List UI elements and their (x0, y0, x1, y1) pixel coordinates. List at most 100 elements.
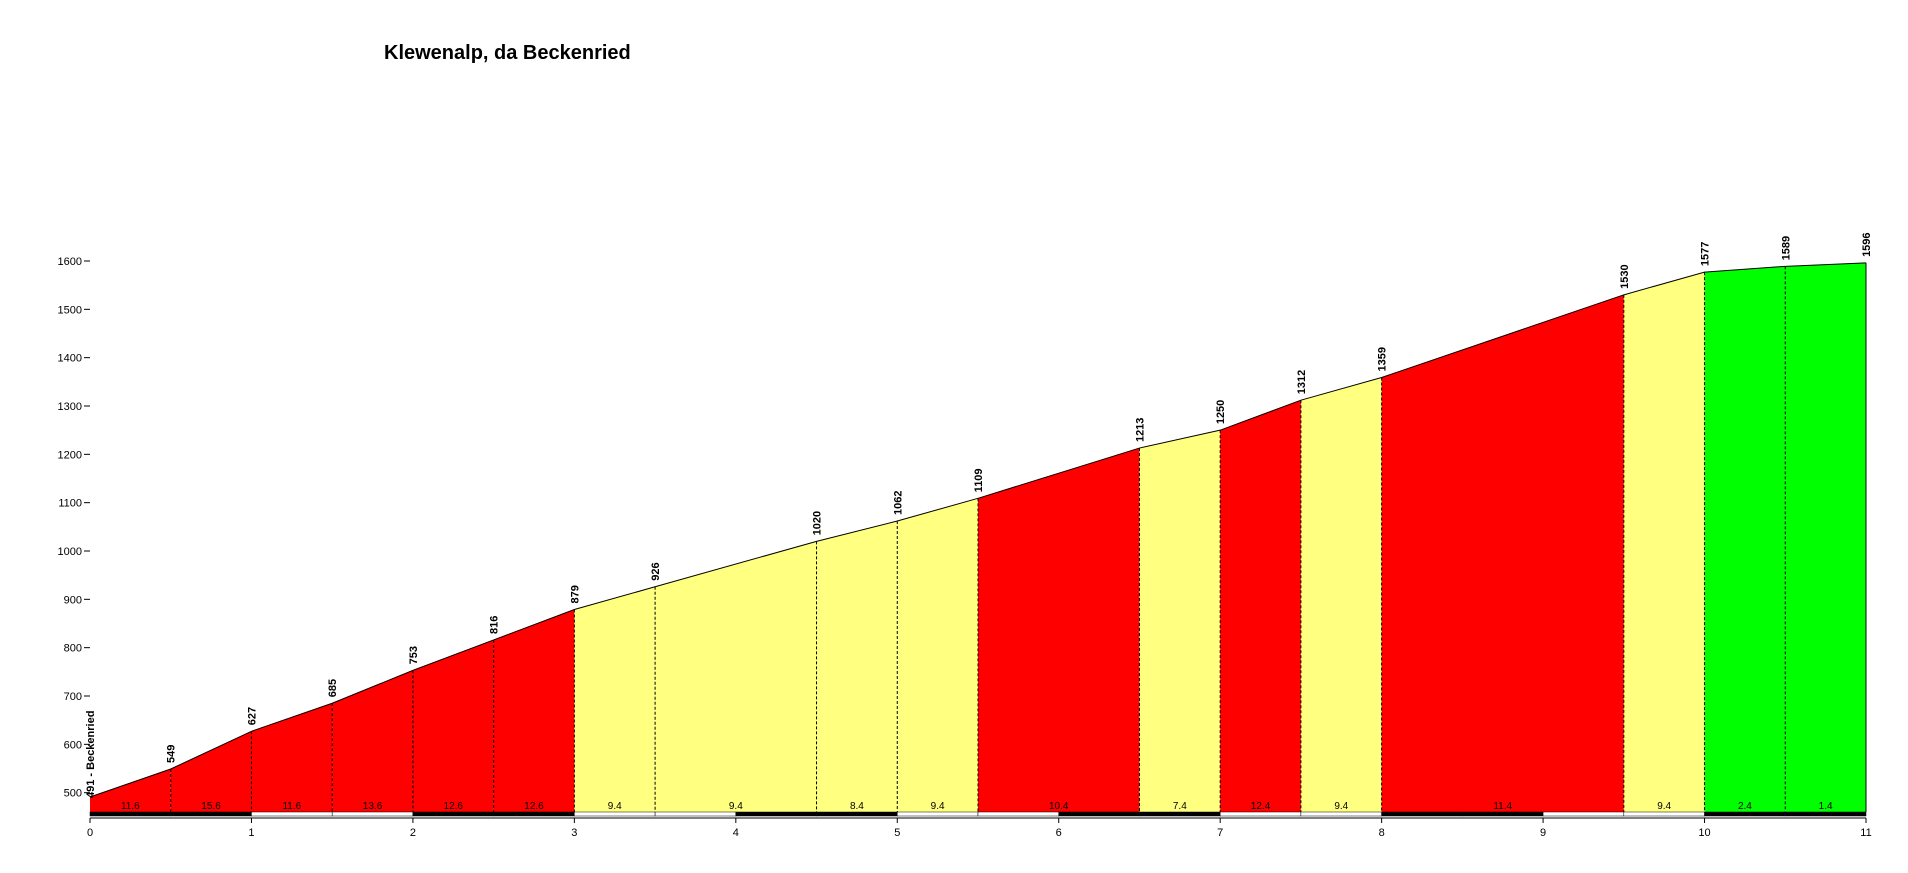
x-tick-label: 8 (1379, 827, 1385, 839)
x-tick-label: 0 (87, 827, 93, 839)
x-tick-label: 2 (410, 827, 416, 839)
km-bar-block (1139, 811, 1221, 817)
grade-label: 15.6 (201, 801, 221, 812)
elevation-label: 627 (246, 707, 258, 725)
km-bar-block (1704, 811, 1786, 817)
y-tick-label: 1300 (58, 401, 82, 413)
segment-fill (816, 521, 898, 812)
km-bar-block (1785, 811, 1867, 817)
grade-label: 9.4 (1334, 801, 1348, 812)
km-bar-block (331, 811, 414, 817)
x-tick-label: 5 (894, 827, 900, 839)
x-tick-label: 1 (248, 827, 254, 839)
grade-label: 12.6 (444, 801, 464, 812)
elevation-label: 1062 (892, 491, 904, 515)
segment-fill (1785, 262, 1866, 812)
elevation-label: 549 (166, 745, 178, 763)
km-bar-block (1219, 811, 1302, 817)
grade-label: 11.6 (282, 801, 301, 812)
elevation-label: 1109 (973, 468, 985, 492)
km-bar-block (897, 811, 979, 817)
grade-label: 13.6 (363, 801, 383, 812)
km-bar-block (170, 811, 252, 817)
grade-label: 1.4 (1819, 801, 1833, 812)
grade-label: 9.4 (608, 801, 622, 812)
km-bar-block (816, 811, 898, 817)
segment-fills (90, 262, 1866, 813)
y-tick-label: 1200 (58, 449, 82, 461)
km-bar-block (1381, 811, 1463, 817)
km-bar (89, 811, 1867, 817)
segment-fill (978, 448, 1140, 812)
grade-label: 11.4 (1493, 801, 1512, 812)
elevation-label: 1020 (812, 511, 824, 535)
grade-labels: 11.6 15.6 11.6 13.6 12.6 12.6 9.4 9.4 8.4 9.4 10.4… (121, 801, 1833, 812)
profile-line (89, 262, 1867, 798)
segment-fill (412, 639, 494, 812)
segment-fill (1220, 400, 1301, 812)
km-bar-block (251, 811, 333, 817)
segment-fill (170, 731, 252, 812)
grade-label: 2.4 (1738, 801, 1752, 812)
y-tick-label: 600 (64, 739, 82, 751)
km-bar-block (89, 811, 171, 817)
profile-line-group (89, 262, 1867, 812)
km-bar-block (412, 811, 494, 817)
segment-fill (655, 541, 817, 812)
x-tick-label: 6 (1056, 827, 1062, 839)
elevation-label: 491 - Beckenried (85, 711, 97, 798)
y-tick-label: 500 (64, 788, 82, 800)
y-tick-label: 1000 (58, 546, 82, 558)
grade-label: 9.4 (931, 801, 945, 812)
segment-fill (90, 768, 171, 812)
chart-title: Klewenalp, da Beckenried (384, 42, 631, 64)
km-bar-block (654, 811, 737, 817)
elevation-label: 1596 (1861, 232, 1873, 256)
grade-label: 11.6 (121, 801, 140, 812)
km-bar-block (1542, 811, 1625, 817)
grade-label: 9.4 (729, 801, 743, 812)
elevation-label: 1312 (1296, 370, 1308, 394)
km-bar-block (1058, 811, 1140, 817)
segment-fill (332, 670, 413, 812)
x-tick-label: 10 (1698, 827, 1710, 839)
grade-label: 9.4 (1657, 801, 1671, 812)
grade-label: 7.4 (1173, 801, 1187, 812)
segment-dividers (170, 266, 1786, 812)
x-axis: 0 1 2 3 4 5 6 7 8 9 10 11 (87, 817, 1872, 839)
y-tick-label: 700 (64, 691, 82, 703)
y-tick-label: 1600 (58, 256, 82, 268)
km-bar-block (1462, 811, 1544, 817)
elevation-label: 685 (327, 679, 339, 697)
grade-label: 10.4 (1049, 801, 1069, 812)
km-bar-block (1300, 811, 1382, 817)
x-tick-label: 3 (571, 827, 577, 839)
segment-fill (897, 498, 978, 812)
km-bar-block (977, 811, 1059, 817)
elevation-label: 926 (650, 562, 662, 580)
y-tick-label: 900 (64, 594, 82, 606)
elevation-label: 879 (569, 585, 581, 603)
elevation-label: 1530 (1619, 264, 1631, 288)
grade-label: 12.6 (524, 801, 544, 812)
km-bar-block (1623, 811, 1705, 817)
x-tick-label: 11 (1860, 827, 1871, 839)
x-tick-label: 7 (1217, 827, 1223, 839)
y-tick-label: 1100 (58, 498, 82, 510)
elevation-label: 1359 (1377, 347, 1389, 371)
y-tick-label: 1400 (58, 353, 82, 365)
x-tick-label: 4 (733, 827, 739, 839)
elevation-label: 1213 (1134, 418, 1146, 442)
elevation-label: 753 (408, 646, 420, 664)
elevation-label: 1577 (1700, 242, 1712, 266)
elevation-labels: 491 - Beckenried 549 627 685 753 816 879 926 102… (85, 232, 1873, 798)
segment-fill (251, 703, 333, 812)
segment-fill (1139, 430, 1221, 812)
km-bar-block (493, 811, 575, 817)
segment-fill (493, 609, 575, 812)
x-tick-label: 9 (1540, 827, 1546, 839)
y-axis: 500 600 700 800 900 1000 1100 1200 1300 1400 1500 1… (58, 256, 90, 800)
y-tick-label: 1500 (58, 304, 82, 316)
elevation-label: 1250 (1215, 400, 1227, 424)
